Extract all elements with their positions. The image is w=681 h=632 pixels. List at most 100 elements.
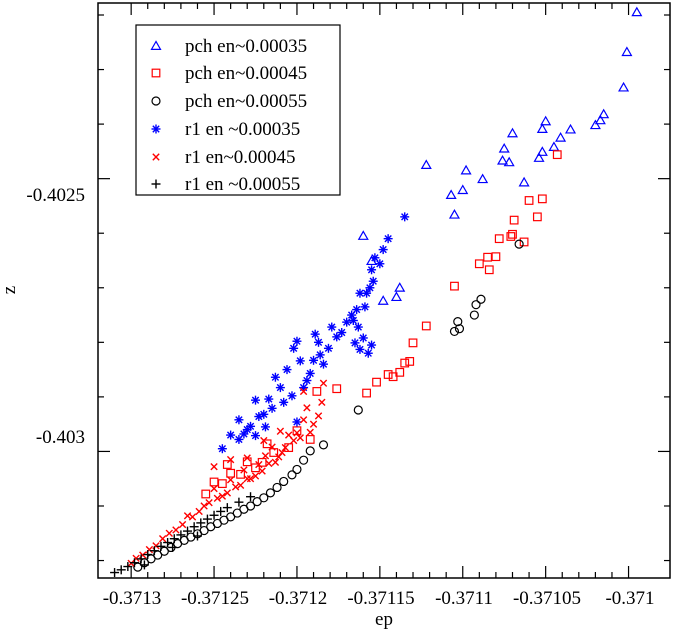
marker-stroke [152,125,160,133]
marker-shape [362,388,371,398]
x-tick-label: -0.3712 [269,588,328,609]
marker-stroke [309,420,318,428]
marker-stroke [309,356,318,365]
marker-shape [312,387,322,396]
x-axis: -0.3713 -0.37125 -0.3712 -0.37115 -0.371… [103,3,655,630]
y-axis: -0.4025 -0.403 z [0,14,670,562]
marker-stroke [362,289,371,297]
marker-shape [400,358,410,368]
data-point [281,443,290,452]
marker-stroke [369,277,377,285]
data-point [116,565,126,575]
data-point [287,470,297,480]
series-4 [127,379,328,567]
marker-stroke [278,448,286,457]
marker-stroke [289,436,298,445]
data-point [259,493,269,503]
marker-stroke [333,333,341,341]
marker-stroke [311,330,319,338]
marker-shape [172,539,183,549]
data-point [378,245,388,255]
data-point [506,127,519,138]
marker-shape [533,152,545,162]
data-point [302,376,312,386]
marker-shape [272,482,282,493]
marker-stroke [356,289,364,297]
marker-shape [519,237,529,247]
marker-shape [420,159,432,170]
data-point [275,383,285,393]
data-point [621,46,633,57]
data-point [491,252,501,262]
data-point [353,322,363,332]
y-tick-marks [98,14,670,562]
data-point [309,420,318,428]
legend-label: r1 en ~0.00055 [185,174,300,195]
marker-stroke [158,535,167,543]
marker-shape [457,184,469,195]
marker-shape [491,252,501,262]
marker-shape [454,324,465,334]
marker-shape [483,252,493,262]
data-point [234,497,244,507]
marker-shape [598,108,610,119]
marker-stroke [183,512,192,520]
marker-shape [383,370,393,379]
data-point [318,398,326,407]
data-point [365,283,375,293]
legend-label: pch en~0.00035 [185,36,307,57]
data-point [284,431,293,439]
data-point [342,317,352,327]
data-point [618,81,630,92]
data-point [484,265,494,275]
marker-shape [421,321,431,331]
data-point [209,477,219,487]
series-0 [357,6,643,305]
data-point [139,560,149,570]
marker-stroke [255,412,263,421]
marker-stroke [324,344,333,353]
x-tick-label: -0.371 [605,588,654,609]
marker-stroke [231,483,240,491]
data-point [370,253,380,263]
data-point [298,455,309,465]
data-point [196,518,206,528]
data-point [460,164,472,175]
data-point [123,562,133,572]
marker-shape [555,132,567,142]
data-point [226,430,236,440]
data-point [292,336,302,346]
data-point [454,324,465,334]
data-point [260,422,270,432]
data-point [265,459,273,468]
data-point [176,530,186,540]
data-point [390,291,402,302]
legend-label: pch en~0.00045 [185,63,307,84]
marker-stroke [210,463,218,471]
data-point [355,344,365,354]
data-point [251,431,261,441]
data-point [205,499,213,507]
marker-stroke [293,418,301,426]
data-point [243,475,251,483]
marker-stroke [243,425,251,434]
series-5 [110,492,256,578]
marker-shape [259,493,269,503]
marker-stroke [178,520,187,529]
marker-stroke [258,467,266,475]
legend-marker [151,68,161,78]
marker-shape [305,435,315,444]
data-point [159,546,169,556]
marker-shape [408,338,418,348]
marker-shape [552,150,562,160]
x-axis-label: ep [375,609,393,630]
marker-shape [518,176,530,187]
y-tick-label: -0.403 [36,427,85,448]
data-point [457,184,469,195]
data-point [218,492,227,500]
data-point [540,115,552,126]
x-tick-label: -0.37125 [181,588,249,609]
data-point [524,196,534,205]
data-point [279,397,289,407]
data-point [264,394,274,404]
